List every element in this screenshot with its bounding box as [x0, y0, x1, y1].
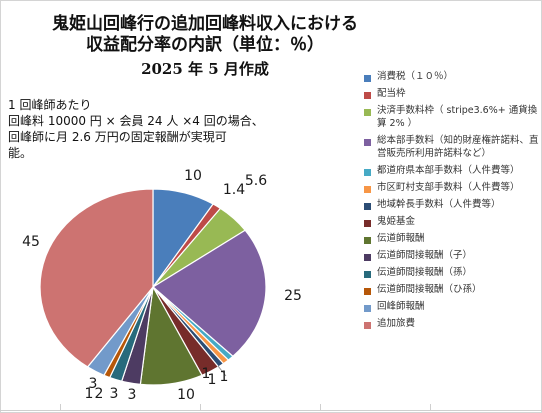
legend-label: 消費税（１０％）: [377, 71, 454, 82]
data-label: 1: [202, 366, 211, 382]
chart-legend: 消費税（１０％） 配当枠決済手数料枠（ stripe3.6%+ 通貨換算 2% ）…: [364, 70, 540, 334]
legend-item: 伝道師報酬: [364, 232, 540, 245]
note-line-1: 1 回峰師あたり: [8, 98, 92, 112]
data-label: 45: [22, 234, 40, 250]
legend-label: 都道府県本部手数料（人件費等）: [377, 165, 520, 176]
legend-swatch: [364, 220, 371, 227]
legend-swatch: [364, 92, 371, 99]
legend-label: 市区町村支部手数料（人件費等）: [377, 182, 520, 193]
legend-swatch: [364, 254, 371, 261]
bottom-tick: [200, 404, 201, 411]
bottom-tick: [430, 404, 431, 411]
legend-swatch: [364, 139, 371, 146]
legend-label: 鬼姫基金: [377, 216, 416, 227]
legend-swatch: [364, 75, 371, 82]
legend-item: 追加旅費: [364, 317, 540, 330]
data-label: 10: [177, 387, 195, 403]
legend-item: 伝道師間接報酬（ひ孫）: [364, 283, 540, 296]
legend-swatch: [364, 288, 371, 295]
legend-label: 伝道師間接報酬（孫）: [377, 267, 473, 278]
legend-item: 地域幹長手数料（人件費等）: [364, 198, 540, 211]
note-line-3: 回峰師に月 2.6 万円の固定報酬が実現可: [8, 130, 227, 144]
legend-label: 伝道師間接報酬（ひ孫）: [377, 284, 482, 295]
data-label: 10: [184, 168, 202, 184]
legend-label: 追加旅費: [377, 318, 416, 329]
legend-label: 伝道師間接報酬（子）: [377, 250, 473, 261]
leader-line: [217, 365, 227, 377]
legend-swatch: [364, 109, 371, 116]
note-line-4: 能。: [8, 146, 33, 160]
data-label: 1: [85, 386, 94, 402]
legend-item: 市区町村支部手数料（人件費等）: [364, 181, 540, 194]
legend-item: 決済手数料枠（ stripe3.6%+ 通貨換算 2% ）: [364, 104, 540, 130]
bottom-tick: [320, 404, 321, 411]
legend-item: 回峰師報酬: [364, 300, 540, 313]
legend-item: 都道府県本部手数料（人件費等）: [364, 164, 540, 177]
data-label: 3: [128, 387, 137, 403]
chart-title: 鬼姫山回峰行の追加回峰料収入における 収益配分率の内訳（単位：％） 2025 年…: [40, 14, 370, 80]
data-label: 3: [89, 376, 98, 392]
legend-label: 地域幹長手数料（人件費等）: [377, 199, 501, 210]
chart-title-line-3: 2025 年 5 月作成: [141, 60, 269, 78]
legend-swatch: [364, 203, 371, 210]
legend-swatch: [364, 322, 371, 329]
data-label: 2: [95, 386, 104, 402]
legend-swatch: [364, 169, 371, 176]
chart-title-line-1: 鬼姫山回峰行の追加回峰料収入における: [52, 14, 358, 34]
data-label: 1: [220, 369, 229, 385]
note-line-2: 回峰料 10000 円 × 会員 24 人 ×4 回の場合、: [8, 114, 264, 128]
legend-label: 総本部手数料（知的財産権許諾料、直営販売所利用許諾料など）: [377, 135, 539, 159]
chart-note: 1 回峰師あたり 回峰料 10000 円 × 会員 24 人 ×4 回の場合、 …: [8, 97, 308, 161]
data-label: 5.6: [245, 173, 267, 189]
legend-item: 総本部手数料（知的財産権許諾料、直営販売所利用許諾料など）: [364, 134, 540, 160]
legend-label: 回峰師報酬: [377, 301, 425, 312]
legend-swatch: [364, 237, 371, 244]
data-label: 3: [110, 386, 119, 402]
chart-title-line-2: 収益配分率の内訳（単位：％）: [86, 35, 324, 55]
pie-slice: [151, 229, 267, 358]
legend-label: 決済手数料枠（ stripe3.6%+ 通貨換算 2% ）: [377, 105, 538, 129]
data-label: 25: [284, 288, 302, 304]
legend-swatch: [364, 305, 371, 312]
data-label: 1.4: [223, 182, 245, 198]
legend-label: 配当枠: [377, 88, 406, 99]
bottom-axis-line: [0, 410, 542, 411]
legend-item: 伝道師間接報酬（子）: [364, 249, 540, 262]
legend-item: 鬼姫基金: [364, 215, 540, 228]
legend-label: 伝道師報酬: [377, 233, 425, 244]
legend-swatch: [364, 186, 371, 193]
data-label: 1: [208, 372, 217, 388]
legend-swatch: [364, 271, 371, 278]
bottom-tick: [60, 404, 61, 411]
legend-item: 伝道師間接報酬（孫）: [364, 266, 540, 279]
legend-item: 消費税（１０％）: [364, 70, 540, 83]
pie-slice: [39, 188, 154, 368]
legend-item: 配当枠: [364, 87, 540, 100]
